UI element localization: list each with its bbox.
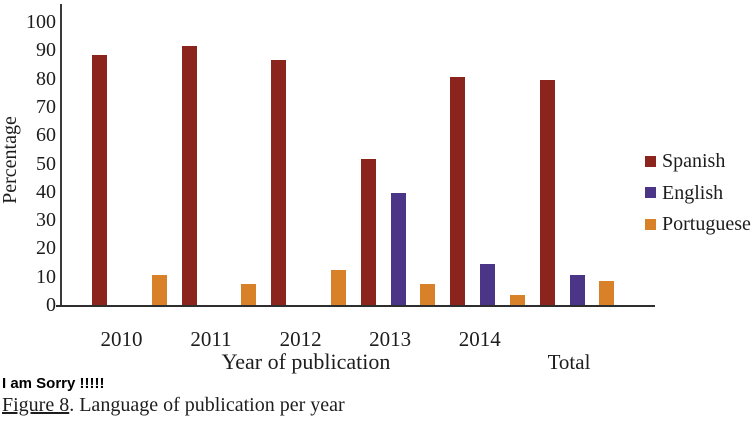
y-tick-30: 30 [36, 209, 56, 232]
legend-label-portuguese: Portuguese [662, 213, 751, 235]
y-tick-80: 80 [36, 67, 56, 90]
bar-english-2013 [390, 193, 406, 307]
y-tick-70: 70 [36, 95, 56, 118]
figure-label: Figure 8 [2, 394, 70, 416]
bar-spanish-total [539, 80, 555, 307]
bar-portuguese-2010 [151, 275, 167, 307]
x-tick-2010: 2010 [100, 327, 143, 351]
legend-label-spanish: Spanish [662, 150, 726, 172]
note-text: I am Sorry !!!!! [2, 375, 105, 392]
bar-spanish-2011 [181, 46, 197, 307]
y-tick-20: 20 [36, 237, 56, 260]
bar-english-2014 [480, 264, 496, 307]
y-axis-line [59, 4, 62, 307]
x-tick-2013: 2013 [369, 327, 412, 351]
bar-spanish-2013 [360, 159, 376, 307]
bar-spanish-2010 [92, 54, 107, 307]
bar-spanish-2012 [271, 60, 287, 307]
legend-swatch-spanish [645, 155, 656, 167]
figure-caption: Figure 8. Language of publication per ye… [2, 393, 345, 417]
legend-item-portuguese: Portuguese [645, 211, 751, 237]
x-axis-title: Year of publication [221, 349, 391, 374]
figure-caption-text: . Language of publication per year [69, 394, 345, 416]
y-tick-40: 40 [36, 180, 56, 203]
bar-portuguese-2011 [241, 283, 257, 307]
legend-swatch-english [645, 187, 656, 198]
bar-portuguese-2014 [509, 295, 525, 307]
x-tick-2011: 2011 [190, 327, 232, 351]
bar-portuguese-2012 [330, 269, 346, 307]
y-tick-60: 60 [36, 124, 56, 147]
bar-portuguese-2013 [420, 283, 436, 307]
legend-swatch-portuguese [645, 218, 656, 230]
legend-item-english: English [645, 180, 723, 206]
y-tick-10: 10 [36, 265, 56, 288]
y-tick-50: 50 [36, 152, 56, 175]
y-tick-90: 90 [36, 39, 56, 62]
legend-item-spanish: Spanish [645, 148, 725, 174]
legend-label-english: English [662, 181, 724, 204]
x-tick-2012: 2012 [279, 327, 322, 351]
bar-spanish-2014 [450, 77, 466, 307]
x-tick-2014: 2014 [458, 327, 501, 351]
x-tick-total: Total [547, 350, 591, 374]
y-tick-100: 100 [26, 11, 56, 33]
bar-english-total [569, 275, 585, 307]
x-axis-line [56, 304, 655, 307]
bar-portuguese-total [599, 281, 615, 307]
y-tick-0: 0 [46, 294, 56, 316]
